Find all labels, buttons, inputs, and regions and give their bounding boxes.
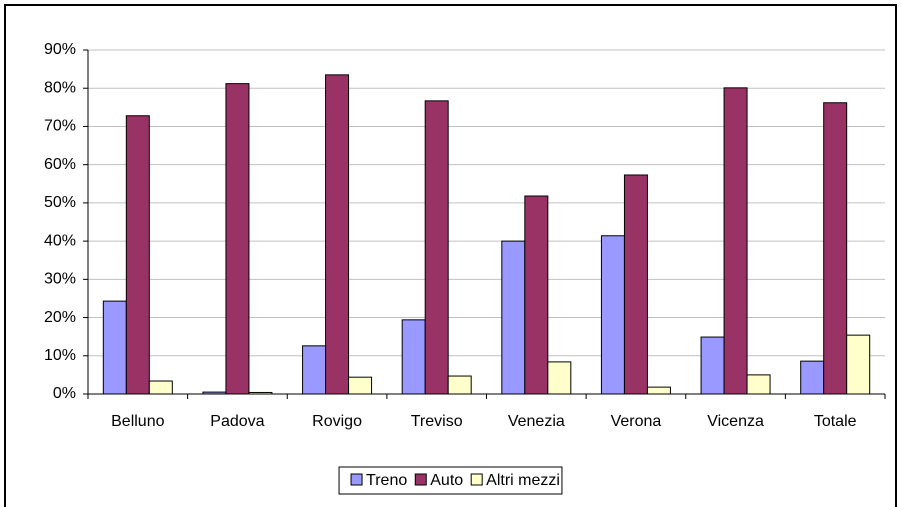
x-tick-label: Treviso — [411, 413, 463, 430]
x-tick-label: Totale — [814, 413, 857, 430]
bar — [646, 386, 671, 395]
y-tick-label: 90% — [44, 41, 76, 58]
y-tick-label: 50% — [44, 194, 76, 211]
y-tick-label: 40% — [44, 232, 76, 249]
bar — [302, 345, 327, 395]
legend-swatch — [414, 473, 427, 486]
legend-swatch — [470, 473, 483, 486]
bar — [846, 334, 871, 395]
bar — [447, 375, 472, 395]
bar — [600, 235, 625, 395]
bar — [501, 240, 526, 395]
bar — [102, 300, 127, 395]
bar — [424, 100, 449, 395]
y-tick-label: 10% — [44, 347, 76, 364]
y-tick-label: 80% — [44, 79, 76, 96]
bar — [700, 336, 725, 395]
x-tick-label: Venezia — [508, 413, 565, 430]
x-tick-label: Verona — [611, 413, 662, 430]
bar — [401, 319, 426, 395]
y-tick-label: 60% — [44, 156, 76, 173]
bar — [823, 102, 848, 395]
bar — [225, 83, 250, 395]
legend-label: Altri mezzi — [486, 472, 560, 489]
x-tick-label: Belluno — [111, 413, 164, 430]
legend-label: Auto — [430, 472, 463, 489]
y-tick-label: 0% — [53, 385, 76, 402]
y-tick-label: 30% — [44, 271, 76, 288]
bar — [125, 115, 150, 395]
bar — [325, 74, 350, 395]
legend-label: Treno — [366, 472, 407, 489]
x-tick-label: Padova — [210, 413, 264, 430]
bar — [623, 174, 648, 395]
bar — [800, 360, 825, 395]
bar — [524, 195, 549, 395]
y-tick-label: 70% — [44, 118, 76, 135]
legend — [338, 466, 563, 495]
legend-swatch — [350, 473, 363, 486]
bar — [148, 380, 173, 395]
bar — [348, 376, 373, 395]
x-tick-label: Rovigo — [312, 413, 362, 430]
bar — [746, 374, 771, 395]
x-tick-label: Vicenza — [707, 413, 764, 430]
y-tick-label: 20% — [44, 309, 76, 326]
bar — [723, 87, 748, 395]
bar — [547, 361, 572, 395]
